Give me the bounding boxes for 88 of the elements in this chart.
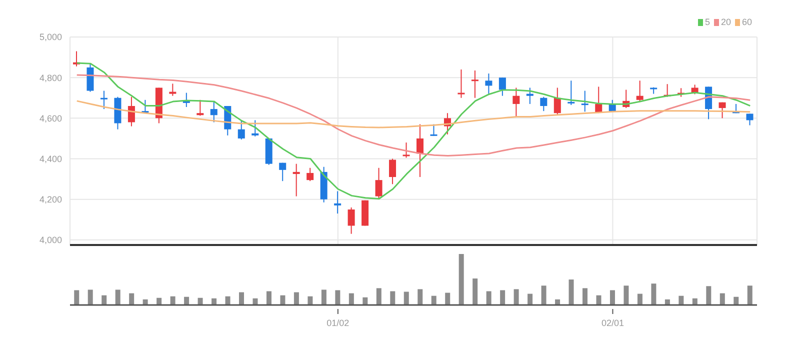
y-tick-label: 4,000 (39, 235, 62, 246)
bar (390, 291, 396, 305)
bar (418, 289, 423, 305)
bar (198, 298, 203, 305)
bar (362, 297, 368, 305)
y-tick-label: 4,600 (39, 113, 62, 124)
bar (225, 296, 230, 305)
legend-label: 20 (720, 17, 731, 27)
bar (252, 298, 258, 305)
bar (88, 290, 93, 305)
candlestick (100, 90, 108, 110)
bar (624, 286, 629, 305)
bar (472, 278, 478, 305)
candlestick (292, 163, 300, 197)
bar (431, 296, 436, 305)
candlestick (568, 80, 575, 106)
bar (651, 284, 656, 305)
bar (348, 293, 354, 305)
bar (212, 298, 217, 305)
candlestick (86, 62, 94, 92)
y-tick-label: 4,400 (39, 154, 62, 164)
bar (170, 296, 176, 305)
candlestick (210, 101, 218, 123)
y-tick-label: 4,800 (39, 72, 62, 83)
candlestick (718, 102, 726, 119)
candlestick (375, 167, 382, 200)
bar (528, 294, 533, 305)
candlestick (238, 120, 245, 140)
bar (514, 289, 519, 305)
bar (115, 290, 120, 305)
bar (568, 280, 574, 305)
bar (184, 296, 190, 305)
candlestick (526, 87, 534, 104)
bar (678, 296, 684, 305)
bar (156, 298, 162, 305)
candlestick (252, 120, 259, 137)
bar (486, 291, 492, 305)
bar (706, 286, 712, 305)
candlestick (169, 83, 176, 96)
candlestick (485, 73, 492, 94)
candlestick (389, 158, 396, 185)
bar (308, 296, 313, 305)
candlestick (279, 162, 286, 182)
bar (129, 293, 134, 305)
bar (720, 293, 725, 305)
line-series (76, 100, 751, 128)
candlestick (746, 113, 754, 126)
bar (500, 290, 506, 305)
candlestick (402, 142, 410, 158)
bar (266, 291, 272, 305)
candlestick (458, 68, 465, 98)
bar (376, 288, 382, 305)
bar (321, 290, 326, 305)
candlestick (636, 80, 644, 102)
bar (280, 295, 286, 305)
bar (734, 296, 739, 305)
bar (747, 286, 752, 305)
bar (74, 290, 80, 305)
legend-label: 5 (704, 17, 710, 27)
candlestick (540, 96, 548, 112)
bar (239, 292, 244, 305)
bar (596, 295, 602, 305)
candlestick (416, 124, 424, 178)
bar (541, 286, 546, 305)
bar (692, 298, 698, 305)
candlestick (471, 70, 478, 98)
candlestick (348, 206, 355, 234)
candlestick (581, 90, 588, 112)
bar (335, 290, 340, 305)
y-tick-label: 4,200 (39, 194, 62, 205)
candlestick (512, 87, 520, 118)
candlestick (334, 190, 342, 214)
x-tick-label: 02/01 (601, 318, 624, 328)
bar (582, 288, 588, 305)
bar (610, 290, 615, 305)
candlestick (306, 167, 314, 182)
bar (445, 292, 450, 305)
bar (458, 254, 464, 305)
bar (294, 292, 299, 305)
x-tick-label: 01/02 (326, 318, 350, 328)
candlestick (554, 87, 561, 116)
candlestick (498, 77, 506, 96)
bar (404, 292, 409, 305)
candlestick (196, 99, 204, 116)
bar (637, 294, 642, 305)
bar (102, 295, 107, 305)
y-tick-label: 5,000 (39, 32, 62, 42)
legend-label: 60 (742, 17, 752, 27)
